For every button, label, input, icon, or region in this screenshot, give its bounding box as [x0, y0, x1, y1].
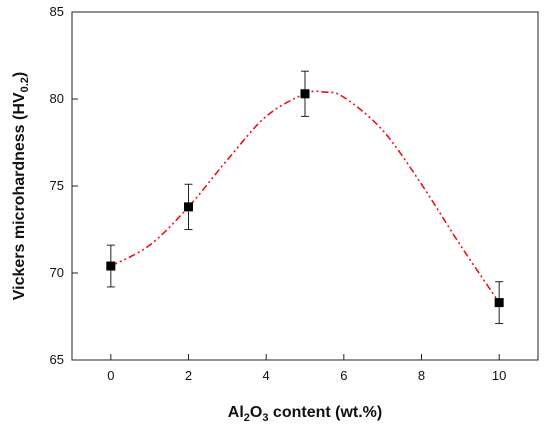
- y-tick-label: 80: [50, 91, 64, 106]
- data-point: [184, 183, 193, 230]
- y-axis-title-text-1: Vickers microhardness (HV: [11, 92, 28, 300]
- plot-frame: [71, 11, 539, 361]
- y-axis-title-text-2: ): [11, 72, 28, 77]
- y-tick-label: 70: [50, 265, 64, 280]
- x-tick-label: 2: [185, 368, 192, 383]
- y-tick-label: 65: [50, 352, 64, 367]
- x-axis-title-text-3: content (wt.%): [268, 404, 382, 421]
- x-tick-label: 10: [492, 368, 506, 383]
- data-point-marker: [494, 298, 504, 308]
- x-axis-title-text-1: Al: [228, 404, 244, 421]
- x-axis-title-sub-2: 3: [262, 412, 268, 424]
- x-tick-label: 6: [340, 368, 347, 383]
- fit-curve-layer: [110, 90, 500, 304]
- data-point: [106, 244, 116, 288]
- y-axis-title: Vickers microhardness (HV0.2): [11, 72, 31, 300]
- data-point-marker: [184, 202, 193, 212]
- data-point: [300, 70, 310, 117]
- y-axis-title-sub: 0.2: [19, 77, 31, 92]
- x-axis-title-sub-1: 2: [244, 412, 250, 424]
- x-tick-label: 4: [263, 368, 270, 383]
- data-points-layer: [106, 70, 504, 324]
- data-point-marker: [106, 261, 116, 271]
- data-point-marker: [300, 89, 310, 99]
- axis-ticks: 0 2 4 6 8 10 65 70 75 80 85: [50, 4, 507, 383]
- x-axis-title: Al2O3 content (wt.%): [228, 404, 382, 424]
- y-tick-label: 85: [50, 4, 64, 19]
- y-tick-label: 75: [50, 178, 64, 193]
- data-point: [494, 281, 504, 324]
- x-tick-label: 8: [418, 368, 425, 383]
- x-axis-title-text-2: O: [250, 404, 262, 421]
- x-tick-label: 0: [107, 368, 114, 383]
- fit-curve: [110, 90, 500, 304]
